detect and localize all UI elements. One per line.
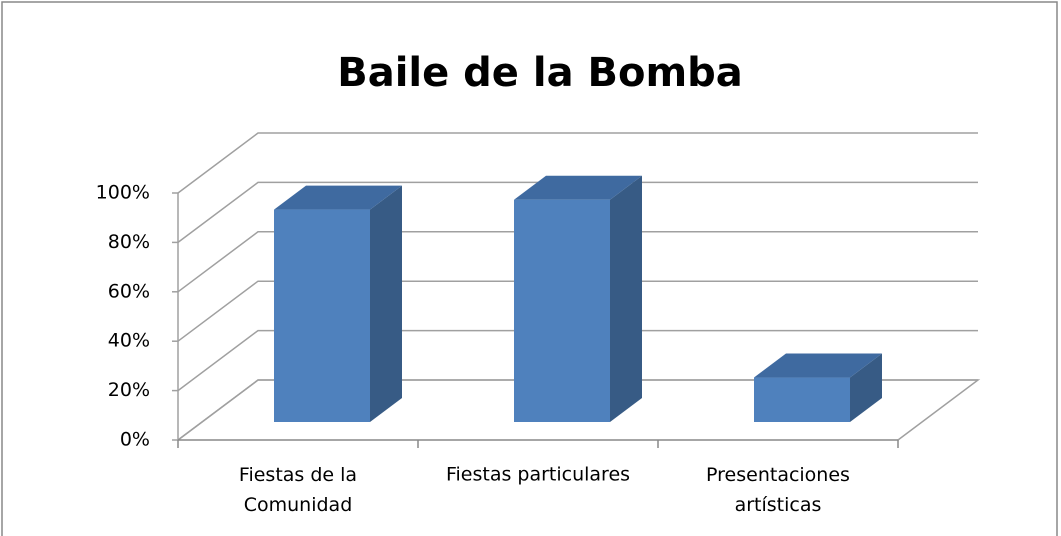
- bar: [274, 185, 402, 422]
- bar-top: [514, 175, 642, 200]
- x-tick-label: Fiestas particulares: [446, 464, 630, 486]
- bar-side: [850, 353, 882, 422]
- y-tick-label: 20%: [108, 379, 150, 401]
- bar-front: [754, 377, 850, 422]
- bar-side: [610, 175, 642, 422]
- y-tick-label: 0%: [120, 429, 150, 451]
- x-tick-label: Fiestas de la Comunidad: [239, 464, 357, 516]
- y-tick-label: 100%: [96, 182, 150, 204]
- y-tick-label: 80%: [108, 231, 150, 253]
- grid-line: [177, 132, 978, 194]
- chart-title: Baile de la Bomba: [337, 50, 743, 96]
- grid-line: [177, 280, 978, 342]
- bar-top: [754, 353, 882, 378]
- grid-line: [177, 231, 978, 293]
- y-tick-label: 40%: [108, 330, 150, 352]
- grid-line: [177, 379, 978, 441]
- bar: [514, 175, 642, 422]
- x-tick-label: Presentaciones artísticas: [706, 464, 850, 516]
- y-tick-label: 60%: [108, 280, 150, 302]
- bar-top: [274, 185, 402, 210]
- grid-line: [177, 329, 978, 392]
- bar: [754, 353, 882, 422]
- bar-front: [514, 199, 610, 422]
- grid-line: [177, 181, 978, 243]
- bar-side: [370, 185, 402, 422]
- bar-front: [274, 209, 370, 422]
